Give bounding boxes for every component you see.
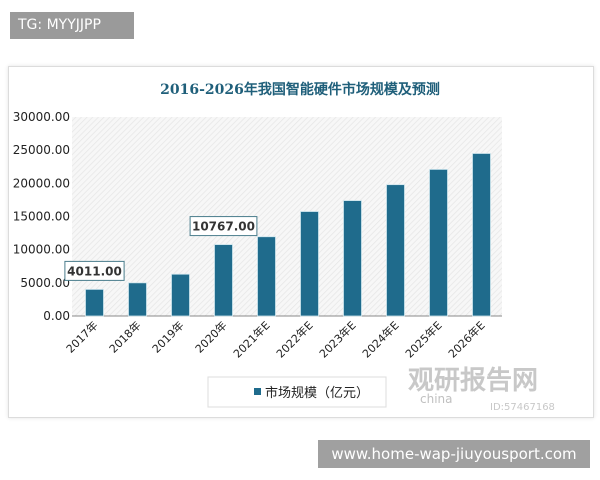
- bar: [257, 236, 276, 317]
- bar: [300, 211, 319, 317]
- chart-title: 2016-2026年我国智能硬件市场规模及预测: [160, 81, 440, 98]
- bar: [128, 282, 147, 317]
- x-tick-label: 2020年: [192, 318, 229, 355]
- data-label-box: [64, 260, 125, 281]
- y-tick-label: 15000.00: [13, 210, 70, 224]
- bar: [386, 184, 405, 317]
- x-tick-label: 2023年E: [316, 318, 358, 360]
- tg-banner: TG: MYYJJPP: [10, 12, 134, 39]
- x-tick-label: 2019年: [149, 318, 186, 355]
- legend-label: 市场规模（亿元）: [265, 385, 369, 401]
- y-tick-label: 10000.00: [13, 243, 70, 257]
- site-banner: www.home-wap-jiuyousport.com: [318, 440, 590, 468]
- y-tick-label: 30000.00: [13, 110, 70, 124]
- y-tick-label: 0.00: [43, 309, 70, 323]
- watermark-sub: china: [420, 392, 453, 406]
- data-label-box: [189, 216, 258, 237]
- bar: [85, 288, 104, 317]
- data-label: 10767.00: [192, 220, 255, 234]
- x-tick-label: 2017年: [63, 318, 100, 355]
- data-label: 4011.00: [67, 264, 122, 278]
- y-tick-label: 5000.00: [20, 276, 70, 290]
- x-tick-label: 2025年E: [402, 318, 444, 360]
- bar: [171, 273, 190, 317]
- x-tick-label: 2022年E: [273, 318, 315, 360]
- bar: [429, 169, 448, 317]
- bar: [472, 153, 491, 317]
- watermark-logo: 观研报告网: [408, 366, 539, 396]
- x-tick-label: 2024年E: [359, 318, 401, 360]
- y-tick-label: 25000.00: [13, 143, 70, 157]
- legend-swatch: [254, 388, 261, 395]
- x-tick-label: 2018年: [106, 318, 143, 355]
- x-tick-label: 2026年E: [445, 318, 487, 360]
- x-tick-label: 2021年E: [230, 318, 272, 360]
- watermark-id: ID:57467168: [490, 402, 555, 413]
- bar: [214, 244, 233, 317]
- bar: [343, 200, 362, 317]
- y-tick-label: 20000.00: [13, 176, 70, 190]
- legend: 市场规模（亿元）: [207, 376, 387, 408]
